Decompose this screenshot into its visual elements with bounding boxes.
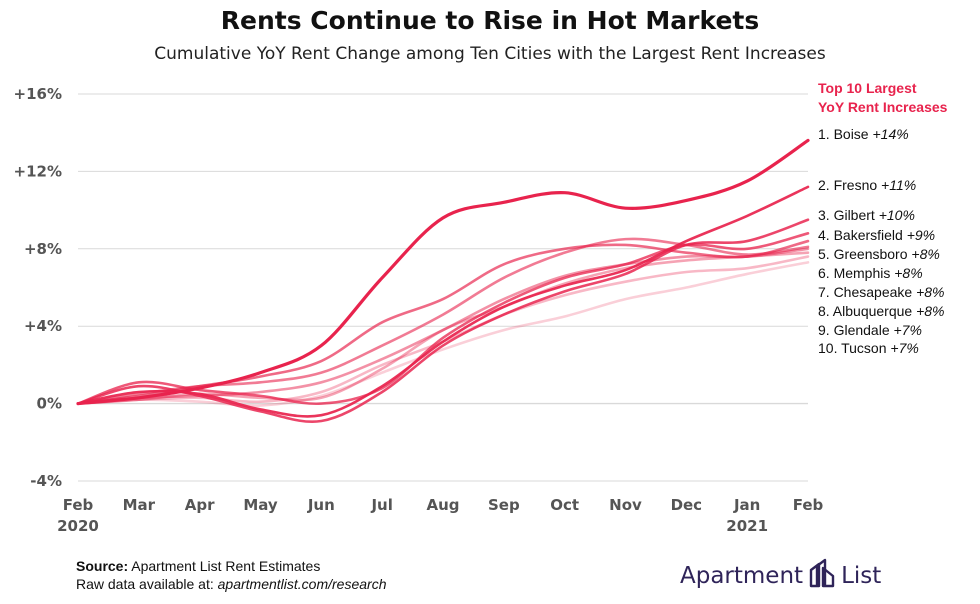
brand-text-left: Apartment — [680, 563, 804, 589]
y-tick-label: +8% — [24, 240, 62, 258]
series-line — [76, 239, 810, 405]
x-tick-label: May — [243, 496, 278, 514]
y-tick-label: +16% — [14, 85, 62, 103]
source-label: Source: — [76, 558, 129, 574]
legend-entry: 9. Glendale +7% — [818, 322, 922, 338]
x-axis-ticks: Feb 2020 Mar Apr May Jun Jul Aug Sep Oct Nov Dec Jan… — [57, 496, 823, 535]
series-line — [76, 251, 810, 405]
series-line — [76, 138, 810, 406]
legend-entry: 2. Fresno +11% — [818, 177, 916, 193]
source-note: Source: Apartment List Rent Estimates — [76, 556, 320, 576]
x-tick-label: Dec — [671, 496, 703, 514]
legend-entry: 5. Greensboro +8% — [818, 246, 940, 262]
grid-lines — [78, 93, 808, 482]
x-tick-label: Jul — [370, 496, 392, 514]
series-line — [76, 185, 810, 418]
x-tick-label: Oct — [550, 496, 579, 514]
legend-entry: 4. Bakersfield +9% — [818, 227, 935, 243]
raw-label: Raw data available at: — [76, 576, 218, 592]
building-icon — [809, 558, 835, 594]
raw-link[interactable]: apartmentlist.com/research — [217, 576, 387, 592]
x-tick-label: Feb — [793, 496, 824, 514]
legend-entry: 8. Albuquerque +8% — [818, 303, 945, 319]
x-tick-label: Aug — [426, 496, 459, 514]
x-tick-label: Mar — [123, 496, 156, 514]
raw-data-note: Raw data available at: apartmentlist.com… — [76, 576, 386, 592]
chart-subtitle: Cumulative YoY Rent Change among Ten Cit… — [154, 44, 826, 64]
x-year-label: 2021 — [726, 517, 768, 535]
x-tick-label: Nov — [609, 496, 642, 514]
chart-title: Rents Continue to Rise in Hot Markets — [220, 6, 760, 35]
x-tick-label: Apr — [185, 496, 215, 514]
y-tick-label: -4% — [30, 472, 62, 490]
legend-entry: 7. Chesapeake +8% — [818, 284, 945, 300]
series-line — [76, 261, 810, 407]
legend-entry: 3. Gilbert +10% — [818, 207, 915, 223]
series-lines — [76, 138, 810, 423]
brand-text-right: List — [841, 563, 882, 589]
legend-title-line1: Top 10 Largest — [818, 80, 917, 96]
x-tick-label: Sep — [488, 496, 520, 514]
y-tick-label: +12% — [14, 162, 62, 180]
legend-entry: 6. Memphis +8% — [818, 265, 923, 281]
x-tick-label: Jun — [307, 496, 335, 514]
legend-entry: 10. Tucson +7% — [818, 340, 919, 356]
legend: Top 10 Largest YoY Rent Increases 1. Boi… — [818, 80, 948, 356]
y-tick-label: 0% — [37, 395, 62, 413]
series-line — [76, 218, 810, 423]
x-year-label: 2020 — [57, 517, 99, 535]
y-tick-label: +4% — [24, 317, 62, 335]
y-axis-ticks: -4% 0% +4% +8% +12% +16% — [14, 85, 62, 490]
x-tick-label: Jan — [733, 496, 760, 514]
legend-title-line2: YoY Rent Increases — [818, 99, 948, 115]
series-line — [76, 237, 810, 405]
legend-entry: 1. Boise +14% — [818, 126, 909, 142]
x-tick-label: Feb — [63, 496, 94, 514]
source-text: Apartment List Rent Estimates — [128, 558, 321, 574]
brand-logo: Apartment List — [680, 556, 881, 596]
